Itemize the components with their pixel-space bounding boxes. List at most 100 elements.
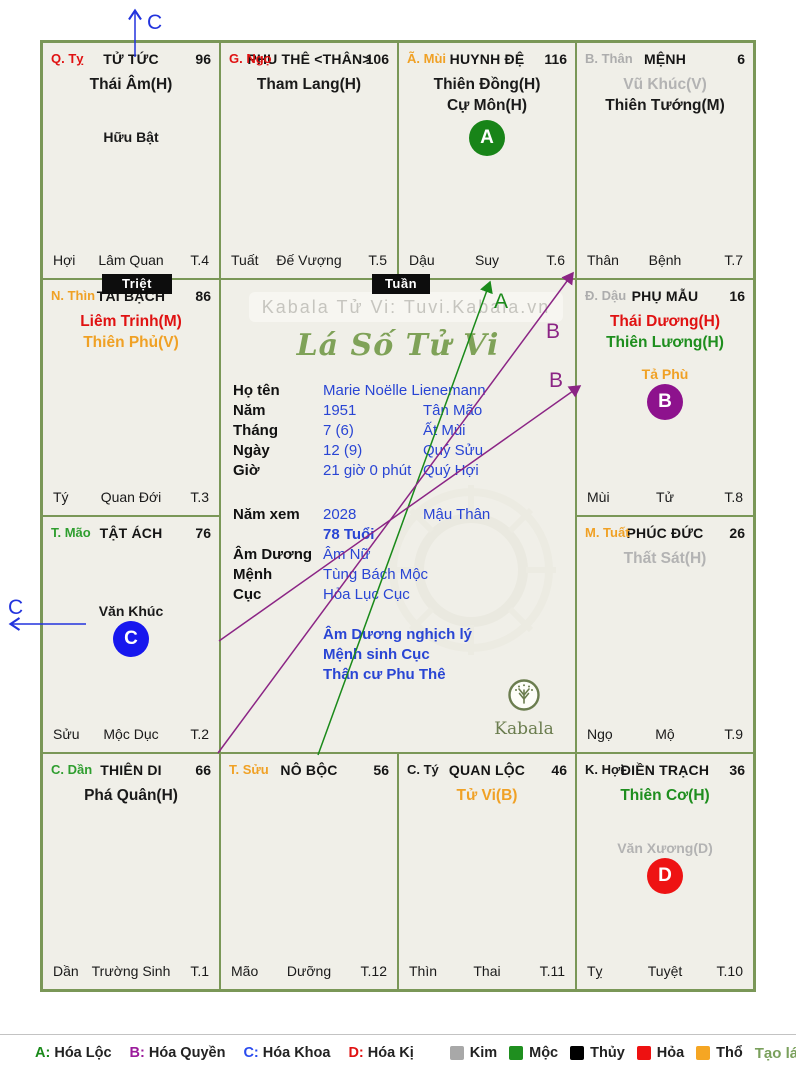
palace-header: M. Tuất PHÚC ĐỨC 26 [585,525,745,543]
legend-elem-tho: Thổ [696,1045,743,1061]
site-credit-link[interactable]: Tạo lá số: Tuvi.Kabala.vn [754,1044,796,1062]
legend-elem-hoa: Hỏa [636,1045,684,1061]
canchi-label: C. Tý [407,762,439,777]
note-line: Mệnh sinh Cục [323,646,430,663]
palace-name: THIÊN DI [100,762,162,778]
tranh-label: T.3 [190,489,209,505]
info-label: Âm Dương [233,546,313,563]
palace-name: QUAN LỘC [448,762,526,778]
palace-header: Đ. Dậu PHỤ MẪU 16 [585,288,745,306]
palace-number: 46 [551,762,567,778]
minor-stars: Hữu Bật [43,129,219,145]
info-value: Tùng Bách Mộc [323,566,429,583]
kabala-tree-icon [508,679,540,711]
tho-swatch [696,1046,711,1060]
info-value: 1951 [323,402,357,419]
star: Tử Vi(B) [456,787,518,804]
palace-number: 76 [195,525,211,541]
palace-footer: Hợi Lâm Quan T.4 [53,252,209,269]
info-value: Âm Nữ [323,546,371,563]
star: Vũ Khúc(V) [623,76,707,93]
site-watermark: Kabala Tử Vi: Tuvi.Kabala.vn [249,292,563,322]
palace-footer: Mão Dưỡng T.12 [231,963,387,980]
tranh-label: T.8 [724,489,743,505]
legend-label: Hóa Lộc [54,1045,112,1061]
legend-label: Hóa Quyền [148,1045,226,1061]
major-stars: Tham Lang(H) [221,74,397,95]
tranh-label: T.11 [539,963,565,979]
palace-number: 36 [729,762,745,778]
tranh-label: T.9 [724,726,743,742]
canchi-label: Đ. Dậu [585,288,627,303]
info-row-ngay: Ngày 12 (9) Quý Sửu [233,442,569,462]
palace-header: T. Mão TẬT ÁCH 76 [51,525,211,543]
legend-label: Hóa Khoa [262,1045,331,1061]
moc-swatch [509,1046,524,1060]
palace-number: 26 [729,525,745,541]
note-line: Âm Dương nghịch lý [323,626,473,643]
branch-label: Dần [53,963,79,979]
canchi-label: M. Tuất [585,525,630,540]
canchi-label: B. Thân [585,51,633,66]
info-value: Mậu Thân [423,506,491,523]
info-label: Giờ [233,462,260,479]
info-value: Quý Sửu [423,442,484,459]
star: Thiên Cơ(H) [620,787,710,804]
stage-label: Lâm Quan [98,252,164,268]
palace-number: 6 [737,51,745,67]
palace-no-boc: T. Sửu NÔ BỘC 56 Mão Dưỡng T.12 [220,753,398,990]
palace-thien-di: C. Dần THIÊN DI 66 Phá Quân(H) Dần Trườn… [42,753,220,990]
stage-label: Dưỡng [286,963,332,979]
branch-label: Mão [231,963,259,979]
legend-hoa-loc: A: Hóa Lộc [35,1045,112,1061]
palace-name: NÔ BỘC [280,762,338,778]
palace-name: PHU THÊ <THÂN> [247,51,371,67]
palace-number: 106 [365,51,389,67]
info-value: Ất Mùi [423,422,466,439]
legend-label: Thổ [716,1045,743,1061]
stage-label: Mộc Dục [103,726,159,742]
tranh-label: T.12 [360,963,387,979]
palace-footer: Sửu Mộc Dục T.2 [53,726,209,743]
palace-footer: Tỵ Tuyệt T.10 [587,963,743,980]
star: Liêm Trinh(M) [80,313,182,330]
palace-name: TỬ TỨC [103,51,159,67]
minor-stars: Tả Phù [577,366,753,382]
info-row-namxem: Năm xem 2028 Mậu Thân [233,506,569,526]
canchi-label: T. Mão [51,525,91,540]
branch-label: Thân [587,252,619,268]
palace-header: C. Dần THIÊN DI 66 [51,762,211,780]
footer-legend: A: Hóa Lộc B: Hóa Quyền C: Hóa Khoa D: H… [0,1040,796,1066]
star-minor: Tả Phù [641,366,689,382]
info-value: 2028 [323,506,357,523]
stage-label: Tuyệt [647,963,683,979]
palace-number: 116 [544,51,567,67]
major-stars: Liêm Trinh(M) Thiên Phủ(V) [43,311,219,353]
stage-label: Đế Vượng [276,252,342,268]
info-row-hoten: Họ tên Marie Noëlle Lienemann [233,382,569,402]
palace-header: Ã. Mùi HUYNH ĐỆ 116 [407,51,567,69]
palace-header: C. Tý QUAN LỘC 46 [407,762,567,780]
chart-title: Lá Số Tử Vi [296,328,500,363]
major-stars: Thiên Cơ(H) [577,785,753,806]
tranh-label: T.10 [716,963,743,979]
legend-letter-d: D: [348,1045,364,1061]
info-value: 21 giờ 0 phút [323,462,412,479]
legend-label: Thủy [590,1045,625,1061]
palace-number: 16 [729,288,745,304]
branch-label: Thìn [409,963,438,979]
major-stars: Thiên Đồng(H) Cự Môn(H) [399,74,575,116]
star-minor: Hữu Bật [103,129,159,145]
info-row-cuc: Cục Hỏa Lục Cục [233,586,569,606]
info-row-tuoi: 78 Tuổi [233,526,569,546]
info-row-nam: Năm 1951 Tân Mão [233,402,569,422]
canchi-label: C. Dần [51,762,93,777]
tuvi-chart-board: Q. Tỵ TỬ TỨC 96 Thái Âm(H) Hữu Bật Hợi L… [40,40,756,992]
canchi-label: G. Ngọ [229,51,272,66]
palace-tai-bach: N. Thìn TÀI BẠCH 86 Liêm Trinh(M) Thiên … [42,279,220,516]
info-value: Hỏa Lục Cục [323,586,410,603]
tuan-badge: Tuần [372,274,430,294]
stage-label: Suy [474,252,500,268]
palace-footer: Tý Quan Đới T.3 [53,489,209,506]
palace-tu-tuc: Q. Tỵ TỬ TỨC 96 Thái Âm(H) Hữu Bật Hợi L… [42,42,220,279]
